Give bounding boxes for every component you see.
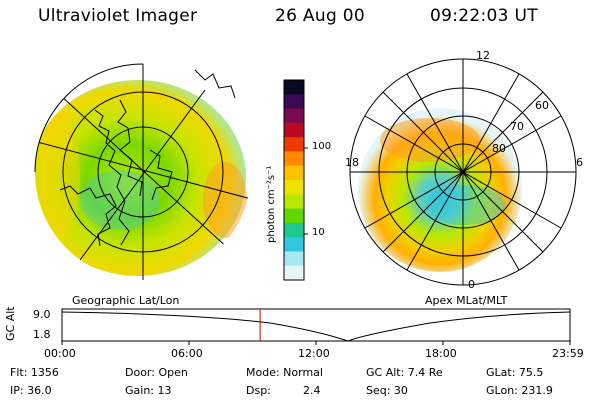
aurora-hotspot bbox=[203, 162, 247, 238]
glat-info: GLat: 75.5 bbox=[486, 366, 544, 379]
colorbar-band bbox=[284, 265, 304, 281]
colorbar-band bbox=[284, 137, 304, 152]
mlat-label-80: 80 bbox=[492, 142, 506, 155]
geographic-map bbox=[34, 63, 251, 280]
timeline-axis-label: GC Alt bbox=[4, 306, 17, 341]
y-tick-1-8: 1.8 bbox=[33, 328, 51, 341]
colorbar-tick-100: 100 bbox=[312, 141, 332, 152]
colorbar-band bbox=[284, 194, 304, 210]
apex-caption: Apex MLat/MLT bbox=[425, 294, 508, 307]
flight-info: Flt: 1356 bbox=[10, 366, 59, 379]
door-info: Door: Open bbox=[125, 366, 188, 379]
aurora-oval-geo bbox=[35, 80, 246, 276]
altitude-timeline bbox=[61, 308, 571, 345]
colorbar-tick-10: 10 bbox=[312, 227, 325, 238]
mlt-label-0: 0 bbox=[468, 278, 475, 291]
colorbar-band bbox=[284, 208, 304, 224]
colorbar-band bbox=[284, 122, 304, 138]
ip-info: IP: 36.0 bbox=[10, 384, 52, 397]
colorbar-band bbox=[284, 151, 304, 167]
colorbar bbox=[284, 80, 304, 281]
time-label: 09:22:03 UT bbox=[430, 6, 538, 26]
colorbar-band bbox=[284, 222, 304, 238]
geographic-caption: Geographic Lat/Lon bbox=[72, 294, 180, 307]
colorbar-band bbox=[284, 108, 304, 124]
y-tick-9: 9.0 bbox=[33, 308, 51, 321]
colorbar-band bbox=[284, 165, 304, 181]
colorbar-band bbox=[284, 80, 304, 95]
dsp-value: 2.4 bbox=[303, 384, 321, 397]
coastline bbox=[94, 109, 130, 246]
glon-info: GLon: 231.9 bbox=[486, 384, 553, 397]
gc-alt-info: GC Alt: 7.4 Re bbox=[366, 366, 443, 379]
mlt-label-18: 18 bbox=[345, 156, 359, 169]
altitude-curve bbox=[61, 311, 571, 342]
instrument-title: Ultraviolet Imager bbox=[38, 6, 198, 26]
x-tick-1800: 18:00 bbox=[425, 347, 457, 360]
colorbar-band bbox=[284, 180, 304, 195]
x-tick-2359: 23:59 bbox=[552, 347, 584, 360]
seq-info: Seq: 30 bbox=[366, 384, 408, 397]
colorbar-band bbox=[284, 237, 304, 252]
colorbar-band bbox=[284, 251, 304, 267]
date-label: 26 Aug 00 bbox=[275, 6, 365, 26]
colorbar-band bbox=[284, 94, 304, 110]
x-tick-1200: 12:00 bbox=[298, 347, 330, 360]
mlat-label-70: 70 bbox=[510, 120, 524, 133]
x-tick-0600: 06:00 bbox=[171, 347, 203, 360]
apex-polar-plot bbox=[349, 58, 577, 286]
mlt-label-12: 12 bbox=[476, 49, 490, 62]
dsp-label: Dsp: bbox=[246, 384, 271, 397]
mlat-label-60: 60 bbox=[535, 99, 549, 112]
mlt-label-6: 6 bbox=[576, 156, 583, 169]
colorbar-frame bbox=[283, 79, 305, 281]
gain-info: Gain: 13 bbox=[125, 384, 172, 397]
x-tick-0000: 00:00 bbox=[44, 347, 76, 360]
mode-info: Mode: Normal bbox=[246, 366, 323, 379]
